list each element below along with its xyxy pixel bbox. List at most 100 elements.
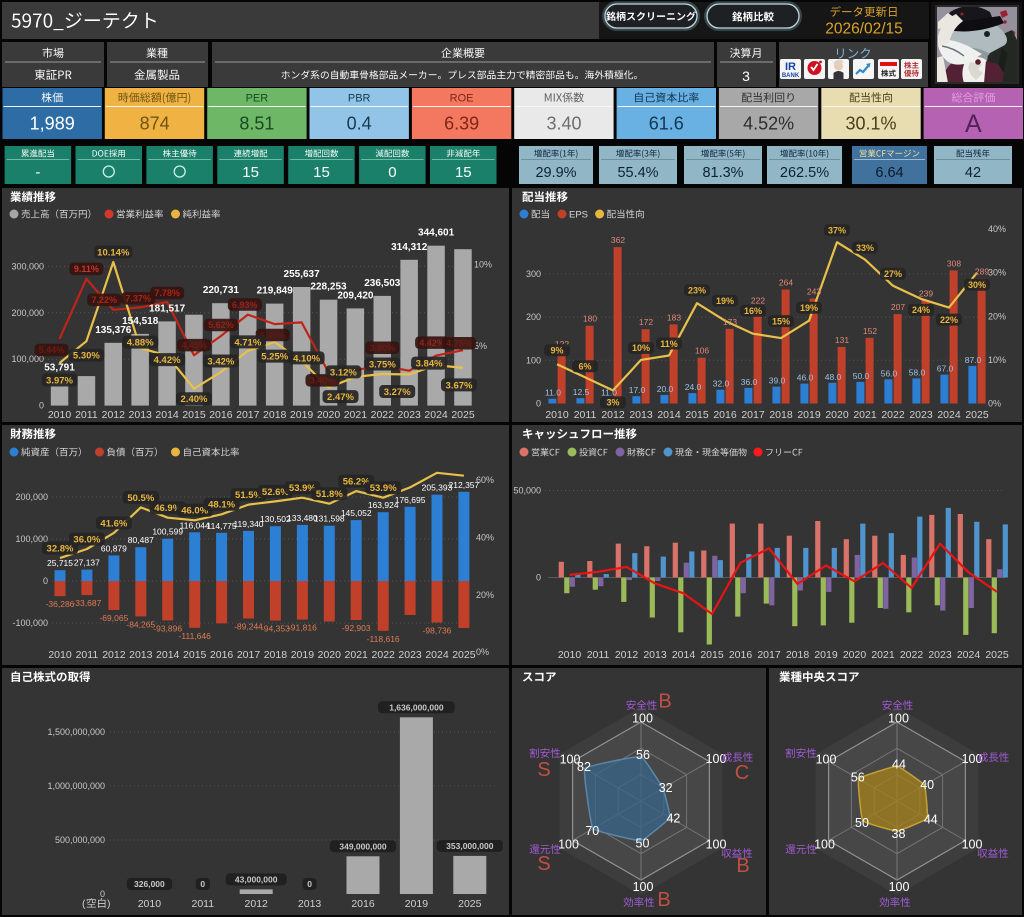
svg-text:A: A xyxy=(965,110,982,138)
svg-text:6.64: 6.64 xyxy=(875,165,903,181)
svg-text:2018: 2018 xyxy=(263,409,287,421)
svg-text:6.35%: 6.35% xyxy=(260,330,286,340)
svg-text:67.0: 67.0 xyxy=(937,364,954,374)
svg-text:3.75%: 3.75% xyxy=(369,359,396,370)
svg-text:2020: 2020 xyxy=(825,409,849,421)
svg-text:9.11%: 9.11% xyxy=(74,264,99,274)
svg-text:36.0: 36.0 xyxy=(741,377,758,387)
svg-text:8.51: 8.51 xyxy=(239,114,274,134)
svg-text:1,636,000,000: 1,636,000,000 xyxy=(389,702,444,712)
svg-text:145,052: 145,052 xyxy=(341,508,372,518)
svg-text:2019: 2019 xyxy=(814,649,838,661)
svg-text:2023: 2023 xyxy=(909,409,933,421)
svg-text:2023: 2023 xyxy=(928,649,952,661)
svg-text:135,376: 135,376 xyxy=(95,325,132,336)
svg-text:2026/02/15: 2026/02/15 xyxy=(825,21,903,38)
svg-text:173: 173 xyxy=(723,317,737,327)
svg-text:2012: 2012 xyxy=(102,409,126,421)
svg-text:3.84%: 3.84% xyxy=(416,359,443,370)
svg-text:11%: 11% xyxy=(660,339,678,349)
svg-text:3.40%: 3.40% xyxy=(310,376,336,386)
svg-text:5.30%: 5.30% xyxy=(73,351,100,362)
svg-text:3.80%: 3.80% xyxy=(370,343,396,353)
svg-text:2019: 2019 xyxy=(405,898,429,910)
svg-text:PER: PER xyxy=(246,93,269,105)
svg-text:200,000: 200,000 xyxy=(15,492,48,502)
svg-text:80,487: 80,487 xyxy=(128,535,154,545)
svg-text:100: 100 xyxy=(814,838,835,852)
svg-text:2016: 2016 xyxy=(713,409,737,421)
svg-text:326,000: 326,000 xyxy=(134,879,165,889)
svg-text:3.97%: 3.97% xyxy=(46,375,73,386)
svg-text:-111,646: -111,646 xyxy=(179,631,212,641)
svg-text:-36,286: -36,286 xyxy=(46,599,75,609)
svg-text:2021: 2021 xyxy=(344,409,368,421)
svg-text:-33,687: -33,687 xyxy=(72,598,101,608)
svg-text:264: 264 xyxy=(779,278,793,288)
svg-text:2012: 2012 xyxy=(601,409,625,421)
svg-text:5.62%: 5.62% xyxy=(208,320,234,330)
svg-text:2011: 2011 xyxy=(587,649,610,661)
svg-text:11.0: 11.0 xyxy=(601,388,617,398)
svg-text:2020: 2020 xyxy=(843,649,867,661)
svg-text:152: 152 xyxy=(863,326,877,336)
svg-text:52.6%: 52.6% xyxy=(262,487,289,498)
svg-text:100: 100 xyxy=(888,712,909,726)
svg-text:9%: 9% xyxy=(550,346,563,356)
svg-text:212,357: 212,357 xyxy=(449,480,480,490)
svg-text:2016: 2016 xyxy=(209,409,233,421)
svg-text:22%: 22% xyxy=(940,315,958,325)
svg-text:4.42%: 4.42% xyxy=(419,338,445,348)
svg-text:-69,065: -69,065 xyxy=(99,613,128,623)
svg-text:2018: 2018 xyxy=(769,409,793,421)
svg-text:2012: 2012 xyxy=(102,649,126,661)
svg-text:0: 0 xyxy=(100,889,105,899)
svg-text:131: 131 xyxy=(835,335,849,345)
svg-text:100: 100 xyxy=(558,838,579,852)
svg-text:): ) xyxy=(107,898,111,910)
svg-text:10%: 10% xyxy=(474,259,492,269)
svg-text:38: 38 xyxy=(892,827,906,841)
svg-text:30.1%: 30.1% xyxy=(845,114,896,134)
svg-text:2021: 2021 xyxy=(853,409,877,421)
svg-text:50: 50 xyxy=(636,837,650,851)
svg-text:56.0: 56.0 xyxy=(881,368,898,378)
svg-text:2024: 2024 xyxy=(957,649,981,661)
svg-text:2010: 2010 xyxy=(138,898,162,910)
svg-text:10.14%: 10.14% xyxy=(97,247,130,258)
svg-text:EPS: EPS xyxy=(569,210,588,221)
svg-text:130,502: 130,502 xyxy=(260,514,291,524)
svg-text:2013: 2013 xyxy=(629,409,653,421)
svg-text:10%: 10% xyxy=(632,343,650,353)
svg-text:32.8%: 32.8% xyxy=(47,544,74,555)
svg-text:220,731: 220,731 xyxy=(203,285,240,296)
svg-text:3.42%: 3.42% xyxy=(207,356,234,367)
svg-text:0: 0 xyxy=(536,573,541,583)
svg-text:100: 100 xyxy=(632,712,653,726)
svg-text:58.0: 58.0 xyxy=(909,367,926,377)
svg-text:100: 100 xyxy=(706,752,727,766)
svg-text:50: 50 xyxy=(855,816,869,830)
svg-text:42: 42 xyxy=(666,812,680,826)
svg-text:100: 100 xyxy=(706,838,727,852)
svg-text:2024: 2024 xyxy=(424,409,448,421)
svg-text:7.22%: 7.22% xyxy=(92,295,118,305)
svg-text:2015: 2015 xyxy=(182,409,206,421)
svg-text:42: 42 xyxy=(965,165,981,181)
svg-text:2017: 2017 xyxy=(236,409,260,421)
svg-text:100,599: 100,599 xyxy=(152,527,183,537)
svg-text:53.9%: 53.9% xyxy=(289,483,316,494)
svg-text:32: 32 xyxy=(659,781,673,795)
svg-text:2025: 2025 xyxy=(985,649,1009,661)
svg-text:-98,736: -98,736 xyxy=(423,626,452,636)
svg-text:289: 289 xyxy=(975,267,989,277)
svg-text:-91,816: -91,816 xyxy=(288,623,317,633)
svg-text:41.6%: 41.6% xyxy=(100,518,127,529)
svg-text:228,253: 228,253 xyxy=(310,282,347,293)
svg-text:255,637: 255,637 xyxy=(284,269,321,280)
svg-text:15%: 15% xyxy=(772,316,790,326)
svg-text:2.40%: 2.40% xyxy=(181,394,208,405)
svg-text:236,503: 236,503 xyxy=(364,278,401,289)
svg-text:219,849: 219,849 xyxy=(257,286,294,297)
svg-text:0%: 0% xyxy=(476,647,489,657)
